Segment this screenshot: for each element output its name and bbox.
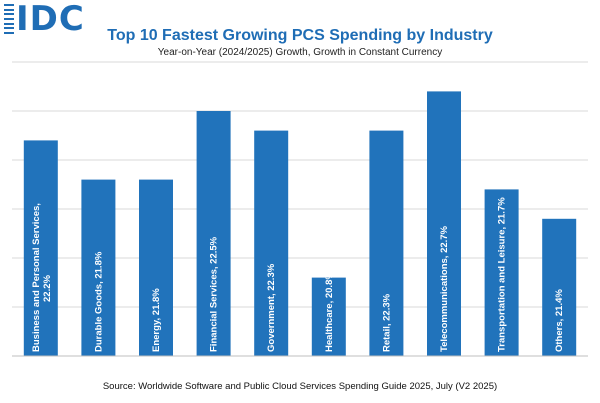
bar-label-line: Retail, 22.3% [381,293,392,352]
bar-label: Energy, 21.8% [151,288,162,352]
chart-subtitle: Year-on-Year (2024/2025) Growth, Growth … [157,47,443,58]
bar-business-and-personal-services [23,140,58,356]
bar-label-line: Financial Services, 22.5% [209,236,220,352]
bar-label: Financial Services, 22.5% [209,236,220,352]
bar-government [254,130,289,356]
bar-label: Healthcare, 20.8% [324,271,335,352]
bar-label-line: Durable Goods, 21.8% [93,251,104,352]
bar-label: Others, 21.4% [554,289,565,352]
bar-healthcare [311,277,346,356]
logo-text: IDC [16,0,85,39]
bar-label-line: Telecommunications, 22.7% [439,225,450,352]
bar-label-line: Business and Personal Services, [31,203,42,352]
bar-label-line: Energy, 21.8% [151,288,162,352]
bar-telecommunications [427,91,461,357]
idc-logo: IDC [4,2,85,36]
bar-retail [369,130,404,356]
bar-label-line: Others, 21.4% [554,289,565,352]
bar-label: Government, 22.3% [266,263,277,352]
idc-stripes-icon [4,4,14,34]
source-note: Source: Worldwide Software and Public Cl… [102,381,498,392]
bar-label-line: Healthcare, 20.8% [324,271,335,352]
bar-label: Business and Personal Services,22.2% [31,203,53,352]
bar-energy [139,179,173,356]
bar-label-line: Transportation and Leisure, 21.7% [497,197,508,352]
bar-durable-goods [81,179,116,356]
bar-label: Telecommunications, 22.7% [439,225,450,352]
bar-label: Retail, 22.3% [381,293,392,352]
chart-title: Top 10 Fastest Growing PCS Spending by I… [107,27,493,44]
bar-label-line: Government, 22.3% [266,263,277,352]
bar-financial-services [196,111,231,356]
bar-others [542,218,577,356]
bar-label-line: 22.2% [42,275,53,302]
bar-transportation-and-leisure [484,189,519,356]
bar-label: Durable Goods, 21.8% [93,251,104,352]
bar-label: Transportation and Leisure, 21.7% [497,197,508,352]
